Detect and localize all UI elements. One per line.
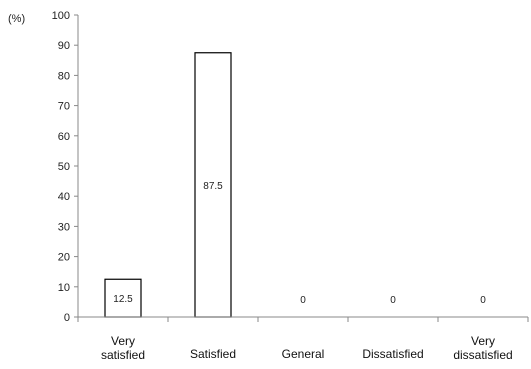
bar: [104, 278, 142, 318]
bar-value-label: 0: [300, 295, 306, 306]
x-category-label: Satisfied: [190, 347, 236, 361]
y-axis-unit-label: (%): [8, 13, 25, 25]
y-tick-label: 30: [58, 221, 70, 233]
y-axis-ticks: 0 10 20 30 40 50 60 70 80 90 100: [52, 10, 78, 324]
x-category-label: satisfied: [101, 348, 145, 362]
x-category-label: Dissatisfied: [362, 347, 423, 361]
y-tick-label: 0: [64, 312, 70, 324]
bar-value-label: 12.5: [113, 294, 133, 305]
x-category-label: Very: [111, 334, 135, 348]
y-tick-label: 80: [58, 70, 70, 82]
y-tick-label: 90: [58, 40, 70, 52]
x-category-label: dissatisfied: [453, 348, 512, 362]
bar: [194, 52, 232, 318]
y-tick-label: 40: [58, 191, 70, 203]
bar-value-label: 0: [480, 295, 486, 306]
bar-value-label: 87.5: [203, 181, 223, 192]
x-category-label: General: [282, 347, 325, 361]
y-tick-label: 10: [58, 282, 70, 294]
y-tick-label: 60: [58, 131, 70, 143]
bar-value-label: 0: [390, 295, 396, 306]
x-category-label: Very: [471, 334, 495, 348]
y-tick-label: 70: [58, 101, 70, 113]
axes: [77, 15, 529, 322]
y-tick-label: 100: [52, 10, 70, 22]
bars: 12.5 87.5 0 0 0: [104, 52, 486, 318]
y-tick-label: 20: [58, 252, 70, 264]
y-tick-label: 50: [58, 161, 70, 173]
